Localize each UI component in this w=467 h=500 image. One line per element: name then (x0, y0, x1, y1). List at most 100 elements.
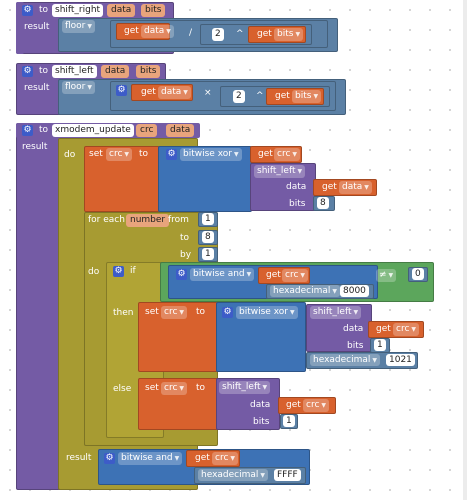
chevron-down-icon: ▼ (179, 309, 185, 316)
bits-value-1[interactable]: 1 (283, 415, 295, 427)
from-value-1[interactable]: 1 (202, 213, 214, 225)
gear-icon[interactable]: ⚙ (222, 307, 233, 318)
get-label: get (195, 453, 210, 463)
to-label: to (39, 5, 49, 15)
set-var-crc: crc (164, 307, 178, 317)
procedure-name-field[interactable]: xmodem_update (52, 124, 134, 137)
call-shift-left-dropdown[interactable]: shift_left ▼ (310, 306, 362, 319)
chevron-down-icon: ▼ (364, 184, 369, 191)
var-dropdown[interactable]: crc ▼ (274, 148, 301, 161)
arg-bits-label: bits (253, 417, 270, 427)
chevron-down-icon: ▼ (260, 472, 266, 479)
number-2[interactable]: 2 (212, 28, 224, 41)
call-shift-left-block[interactable] (250, 163, 316, 211)
gear-icon[interactable]: ⚙ (104, 453, 115, 464)
var-dropdown[interactable]: crc ▼ (282, 269, 309, 282)
compare-op-dropdown[interactable]: ≠ ▼ (376, 269, 397, 282)
chevron-down-icon: ▼ (183, 89, 188, 96)
get-bits-block[interactable] (248, 26, 306, 43)
chevron-down-icon: ▼ (300, 272, 306, 279)
var-dropdown[interactable]: crc ▼ (393, 323, 420, 336)
call-shift-left-dropdown[interactable]: shift_left ▼ (254, 165, 306, 178)
gear-icon[interactable]: ⚙ (166, 149, 177, 160)
floor-dropdown[interactable]: floor ▼ (62, 81, 96, 94)
hex-value-8000[interactable]: 8000 (340, 285, 369, 297)
param-data[interactable]: data (107, 4, 136, 17)
chevron-down-icon: ▼ (411, 326, 417, 333)
set-crc-block[interactable] (138, 378, 218, 430)
number-base-dropdown[interactable]: hexadecimal ▼ (198, 469, 269, 481)
else-label: else (113, 384, 132, 394)
set-label: set (89, 149, 103, 159)
chevron-down-icon: ▼ (353, 309, 359, 316)
gear-icon[interactable]: ⚙ (116, 85, 127, 96)
var-data: data (342, 182, 363, 192)
call-shift-left-label: shift_left (222, 382, 261, 392)
loop-var-number[interactable]: number (126, 214, 170, 227)
var-dropdown[interactable]: crc ▼ (303, 399, 330, 412)
get-crc-block[interactable] (258, 267, 310, 284)
call-shift-left-block[interactable] (306, 304, 372, 352)
get-bits-block[interactable] (266, 88, 324, 105)
gear-icon[interactable]: ⚙ (22, 66, 33, 77)
var-crc: crc (285, 270, 299, 280)
number-2[interactable]: 2 (233, 90, 245, 103)
hex-value-1021[interactable]: 1021 (386, 354, 415, 366)
set-var-dropdown[interactable]: crc ▼ (106, 148, 133, 161)
var-dropdown[interactable]: data ▼ (158, 86, 191, 99)
arg-data-label: data (343, 324, 364, 334)
procedure-name-field[interactable]: shift_left (52, 65, 97, 78)
by-value-1[interactable]: 1 (202, 248, 214, 260)
get-crc-block[interactable] (186, 450, 240, 467)
get-data-block[interactable] (131, 84, 193, 101)
set-var-dropdown[interactable]: crc ▼ (161, 306, 188, 319)
param-data[interactable]: data (101, 65, 130, 78)
gear-icon[interactable]: ⚙ (22, 5, 33, 16)
param-crc[interactable]: crc (136, 124, 158, 137)
bits-value-8[interactable]: 8 (317, 197, 329, 209)
gear-icon[interactable]: ⚙ (113, 266, 124, 277)
floor-dropdown[interactable]: floor ▼ (62, 20, 96, 33)
to-value-8[interactable]: 8 (202, 231, 214, 243)
gear-icon[interactable]: ⚙ (22, 125, 33, 136)
chevron-down-icon: ▼ (87, 23, 93, 30)
call-shift-left-dropdown[interactable]: shift_left ▼ (219, 381, 271, 394)
bitwise-op-dropdown[interactable]: bitwise xor ▼ (236, 306, 298, 319)
param-bits[interactable]: bits (141, 4, 166, 17)
param-data[interactable]: data (166, 124, 195, 137)
bitwise-op-dropdown[interactable]: bitwise and ▼ (190, 268, 255, 281)
get-data-block[interactable] (116, 23, 170, 40)
chevron-down-icon: ▼ (87, 84, 93, 91)
set-crc-block[interactable] (138, 302, 218, 372)
bitwise-op-dropdown[interactable]: bitwise xor ▼ (180, 148, 242, 161)
chevron-down-icon: ▼ (297, 168, 303, 175)
number-base-dropdown[interactable]: hexadecimal ▼ (270, 285, 341, 297)
multiply-operator: × (204, 88, 212, 98)
bitwise-op-dropdown[interactable]: bitwise and ▼ (118, 452, 183, 465)
number-base-dropdown[interactable]: hexadecimal ▼ (310, 354, 381, 366)
result-label: result (24, 83, 50, 93)
get-crc-block[interactable] (368, 321, 424, 338)
chevron-down-icon: ▼ (292, 151, 298, 158)
procedure-xmodem-update[interactable] (16, 123, 62, 490)
get-crc-block[interactable] (278, 397, 336, 414)
var-dropdown[interactable]: data ▼ (141, 25, 174, 38)
chevron-down-icon: ▼ (321, 402, 327, 409)
workspace-scrollbar[interactable] (463, 0, 467, 500)
zero-value[interactable]: 0 (412, 268, 424, 280)
param-bits[interactable]: bits (136, 65, 161, 78)
get-data-block[interactable] (313, 179, 377, 196)
var-dropdown[interactable]: bits ▼ (274, 28, 304, 41)
var-dropdown[interactable]: crc ▼ (212, 452, 239, 465)
get-crc-block[interactable] (250, 146, 302, 163)
hex-value-ffff[interactable]: FFFF (274, 469, 301, 481)
bits-value-1[interactable]: 1 (374, 339, 386, 351)
set-crc-block[interactable] (84, 146, 160, 212)
var-dropdown[interactable]: bits ▼ (292, 90, 322, 103)
var-dropdown[interactable]: data ▼ (339, 181, 372, 194)
not-equal-operator: ≠ (379, 270, 387, 280)
set-label: set (145, 383, 159, 393)
gear-icon[interactable]: ⚙ (176, 269, 187, 280)
set-var-dropdown[interactable]: crc ▼ (161, 382, 188, 395)
procedure-name-field[interactable]: shift_right (52, 4, 104, 17)
